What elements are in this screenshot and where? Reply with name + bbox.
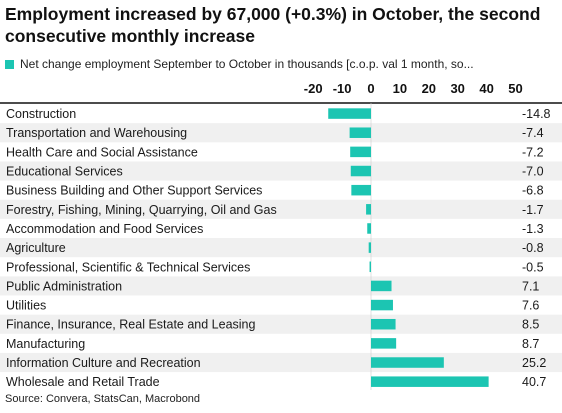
bar (371, 299, 393, 311)
bar (371, 338, 397, 349)
category-label: Public Administration (6, 279, 122, 293)
bar (371, 357, 444, 368)
data-label: 25.2 (522, 356, 546, 370)
category-label: Business Building and Other Support Serv… (6, 184, 262, 198)
bar (350, 146, 371, 158)
row-stripe (0, 238, 562, 258)
category-label: Transportation and Warehousing (6, 126, 187, 140)
bar (349, 127, 371, 138)
data-label: 8.5 (522, 318, 539, 332)
row-stripe (0, 314, 562, 334)
x-tick-label: 50 (508, 81, 522, 96)
x-tick-label: 30 (450, 81, 464, 96)
category-label: Professional, Scientific & Technical Ser… (6, 260, 250, 274)
x-tick-label: -10 (333, 81, 352, 96)
row-stripe (0, 161, 562, 181)
bar (371, 376, 489, 387)
bar (367, 223, 371, 234)
bar (368, 242, 371, 253)
data-label: -1.7 (522, 203, 544, 217)
bar (328, 108, 371, 119)
bar (350, 165, 371, 177)
x-tick-label: 10 (393, 81, 407, 96)
bar (366, 204, 371, 215)
category-label: Finance, Insurance, Real Estate and Leas… (6, 318, 256, 332)
legend-swatch (5, 59, 14, 69)
data-label: -7.0 (522, 165, 544, 179)
data-label: 7.1 (522, 279, 539, 293)
category-label: Agriculture (6, 241, 66, 255)
x-tick-label: 20 (422, 81, 436, 96)
data-label: -7.4 (522, 126, 544, 140)
row-stripe (0, 199, 562, 219)
category-label: Construction (6, 107, 76, 121)
category-label: Health Care and Social Assistance (6, 145, 198, 159)
bar (371, 280, 392, 292)
data-label: 40.7 (522, 375, 546, 389)
legend-label: Net change employment September to Octob… (20, 57, 474, 71)
data-label: 8.7 (522, 337, 539, 351)
category-label: Manufacturing (6, 337, 85, 351)
row-stripe (0, 123, 562, 143)
source-note: Source: Convera, StatsCan, Macrobond (5, 393, 201, 405)
data-label: -7.2 (522, 145, 544, 159)
bar-chart: -20 -10 0 10 20 30 40 50 Construction Transporta… (0, 81, 562, 390)
data-label: -1.3 (522, 222, 544, 236)
category-label: Accommodation and Food Services (6, 222, 203, 236)
bar (369, 261, 371, 273)
legend: Net change employment September to Octob… (5, 56, 474, 72)
data-label: -6.8 (522, 184, 544, 198)
category-label: Wholesale and Retail Trade (6, 375, 160, 389)
data-label: -0.8 (522, 241, 544, 255)
x-tick-label: 0 (367, 81, 374, 96)
category-label: Information Culture and Recreation (6, 356, 201, 370)
data-label: -14.8 (522, 107, 551, 121)
x-tick-label: -20 (304, 81, 323, 96)
data-label: 7.6 (522, 299, 539, 313)
category-label: Utilities (6, 299, 46, 313)
bar (351, 184, 371, 196)
data-label: -0.5 (522, 260, 544, 274)
chart-title: Employment increased by 67,000 (+0.3%) i… (5, 4, 541, 46)
x-tick-label: 40 (479, 81, 493, 96)
bar (371, 318, 396, 330)
row-stripe (0, 276, 562, 296)
category-label: Educational Services (6, 165, 123, 179)
category-label: Forestry, Fishing, Mining, Quarrying, Oi… (6, 203, 277, 217)
